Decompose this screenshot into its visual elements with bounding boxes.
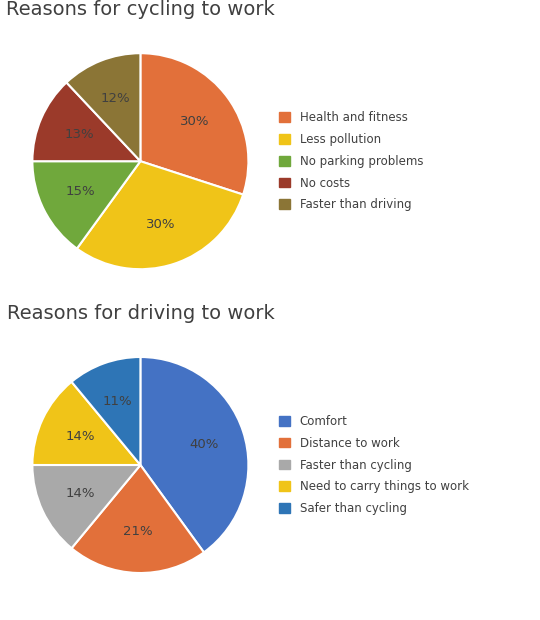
Text: 15%: 15% xyxy=(66,185,96,198)
Wedge shape xyxy=(32,82,140,161)
Wedge shape xyxy=(77,161,243,269)
Legend: Comfort, Distance to work, Faster than cycling, Need to carry things to work, Sa: Comfort, Distance to work, Faster than c… xyxy=(276,411,472,519)
Text: 12%: 12% xyxy=(101,92,131,105)
Text: 30%: 30% xyxy=(146,218,176,231)
Title: Reasons for driving to work: Reasons for driving to work xyxy=(6,304,274,323)
Text: 21%: 21% xyxy=(124,525,153,538)
Wedge shape xyxy=(72,357,140,465)
Text: 11%: 11% xyxy=(103,396,132,409)
Legend: Health and fitness, Less pollution, No parking problems, No costs, Faster than d: Health and fitness, Less pollution, No p… xyxy=(276,107,427,215)
Text: 40%: 40% xyxy=(190,438,219,451)
Text: 13%: 13% xyxy=(64,128,94,141)
Wedge shape xyxy=(66,53,140,161)
Title: Reasons for cycling to work: Reasons for cycling to work xyxy=(6,0,275,19)
Text: 30%: 30% xyxy=(180,115,210,128)
Wedge shape xyxy=(72,465,204,573)
Wedge shape xyxy=(140,53,248,195)
Wedge shape xyxy=(32,382,140,465)
Text: 14%: 14% xyxy=(65,430,94,443)
Text: 14%: 14% xyxy=(65,487,94,500)
Wedge shape xyxy=(140,357,248,552)
Wedge shape xyxy=(32,161,140,249)
Wedge shape xyxy=(32,465,140,548)
